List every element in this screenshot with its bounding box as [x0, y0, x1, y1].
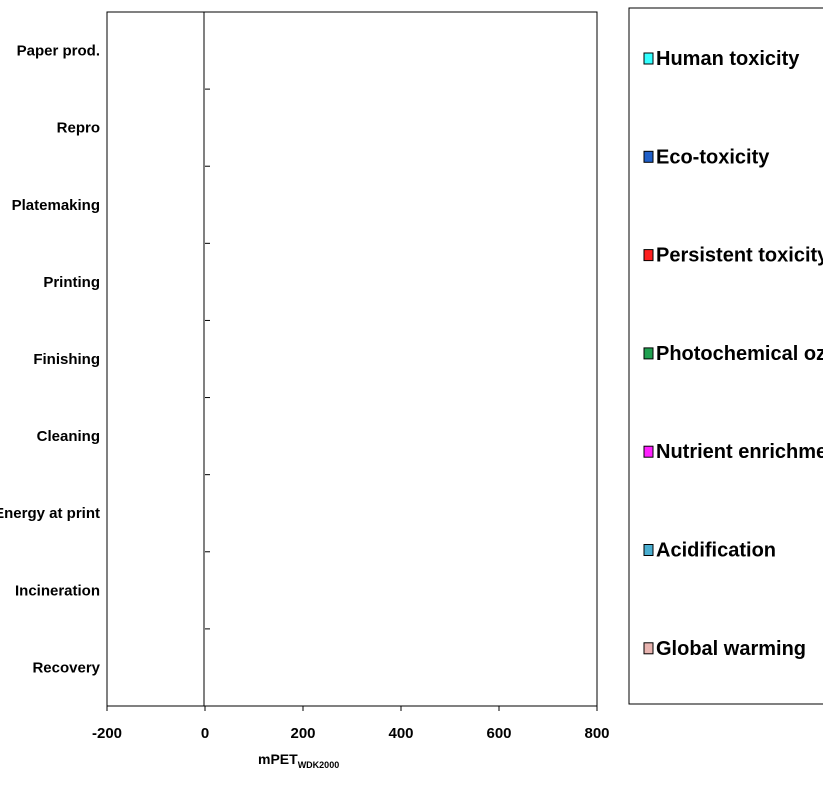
- category-label: Repro: [57, 120, 100, 137]
- category-label: Recovery: [32, 659, 100, 676]
- x-axis-ticks: [106, 706, 598, 711]
- legend: Human toxicity Eco-toxicity Persistent tox…: [643, 48, 823, 660]
- legend-label: Eco-toxicity: [656, 146, 770, 168]
- legend-swatch: [643, 150, 654, 163]
- x-tick-label: 600: [486, 725, 511, 742]
- legend-swatch: [643, 642, 654, 655]
- category-label: Printing: [43, 274, 100, 291]
- legend-swatch: [643, 347, 654, 360]
- category-labels: Paper prod. Repro Platemaking Printing Finis…: [0, 43, 101, 677]
- x-tick-label: 0: [201, 725, 209, 742]
- plot-area: [106, 11, 598, 707]
- category-label: Paper prod.: [17, 43, 100, 60]
- legend-label: Photochemical ozone: [656, 343, 823, 365]
- category-label: Incineration: [15, 582, 100, 599]
- category-label: Finishing: [33, 351, 100, 368]
- x-axis-tick-labels: -200 0 200 400 600 800: [92, 725, 610, 742]
- legend-label: Acidification: [656, 540, 776, 562]
- legend-label: Human toxicity: [656, 48, 800, 70]
- legend-box: [628, 7, 823, 705]
- x-tick-label: 400: [388, 725, 413, 742]
- category-label: Energy at print: [0, 505, 100, 522]
- legend-swatch: [643, 52, 654, 65]
- legend-swatch: [643, 445, 654, 458]
- x-axis-title-subscript: WDK2000: [298, 760, 340, 770]
- legend-label: Nutrient enrichment: [656, 441, 823, 463]
- x-tick-label: 200: [290, 725, 315, 742]
- category-label: Cleaning: [37, 428, 100, 445]
- legend-label: Global warming: [656, 638, 806, 660]
- x-tick-label: -200: [92, 725, 122, 742]
- legend-swatch: [643, 544, 654, 556]
- category-ticks: [205, 88, 210, 630]
- legend-label: Persistent toxicity: [656, 245, 823, 267]
- x-axis-title-main: mPET: [258, 751, 298, 767]
- x-axis-title: mPETWDK2000: [258, 751, 339, 770]
- legend-swatch: [643, 249, 654, 262]
- x-tick-label: 800: [584, 725, 609, 742]
- category-label: Platemaking: [12, 197, 100, 214]
